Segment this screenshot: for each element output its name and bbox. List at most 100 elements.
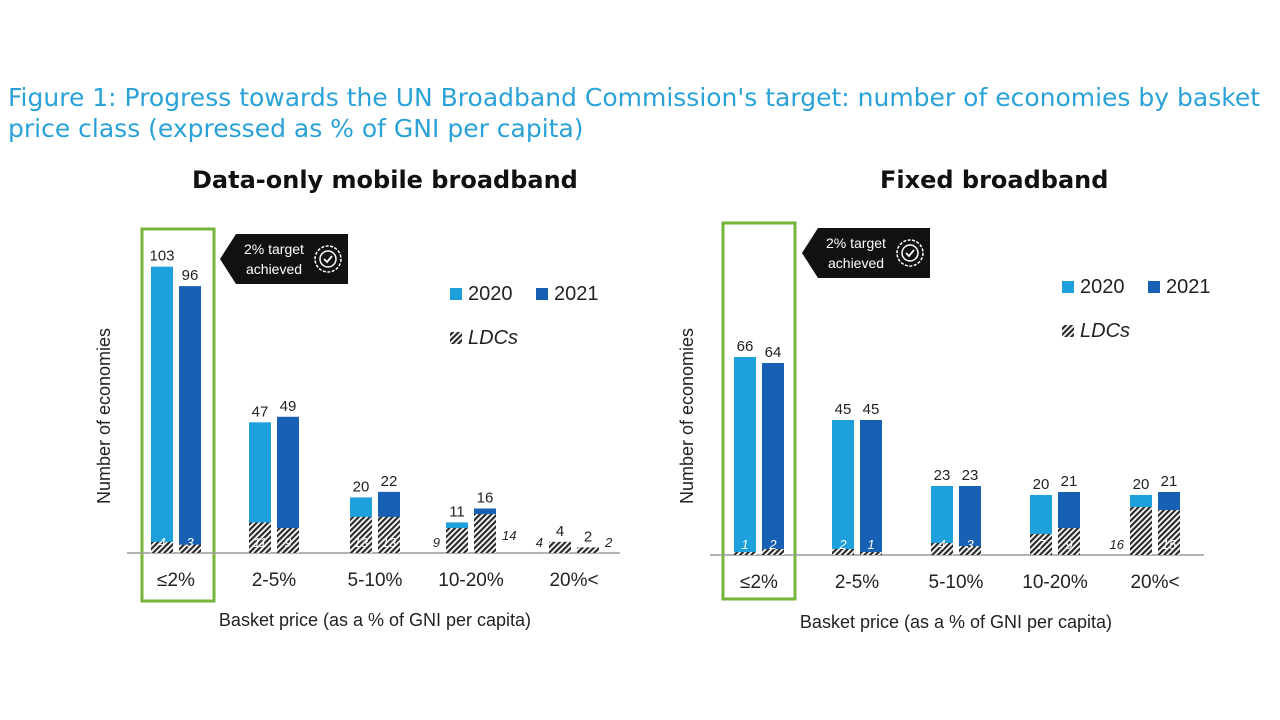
bar-ldc-2020 — [350, 516, 372, 553]
data-label: 103 — [149, 248, 174, 265]
ldc-label: 16 — [1110, 537, 1125, 552]
data-label: 20 — [353, 478, 370, 495]
check-mark-icon — [905, 249, 915, 258]
data-label: 45 — [835, 401, 852, 418]
data-label: 11 — [449, 503, 465, 520]
legend-swatch-ldc — [1062, 325, 1074, 337]
target-badge — [802, 228, 930, 278]
ldc-label: 3 — [966, 537, 974, 552]
bar-ldc-2021 — [860, 552, 882, 555]
data-label: 22 — [381, 473, 398, 490]
ldc-label: 14 — [502, 528, 516, 543]
legend-label-ldc: LDCs — [468, 327, 518, 349]
y-axis-title: Number of economies — [677, 328, 697, 504]
bar-ldc-2020 — [832, 549, 854, 555]
x-tick-label: 20%< — [1130, 572, 1179, 593]
bar-2020 — [832, 420, 854, 555]
data-label: 66 — [737, 338, 754, 355]
x-axis-title: Basket price (as a % of GNI per capita) — [800, 612, 1112, 632]
data-label: 64 — [765, 344, 782, 361]
target-highlight-box — [140, 227, 216, 603]
data-label: 21 — [1061, 473, 1078, 490]
ldc-label: 2 — [768, 537, 777, 552]
bar-ldc-2021 — [179, 544, 201, 553]
bar-ldc-2021 — [762, 549, 784, 555]
legend-swatch-2020 — [450, 288, 462, 300]
legend-label-2020: 2020 — [468, 283, 513, 305]
chart-fixed-broadband: 66 1 64 2 ≤2% 45 2 45 1 2-5% 23 4 23 3 5-10% 20 7 21 9 10-2… — [677, 221, 1211, 632]
data-label: 23 — [962, 467, 979, 484]
legend-swatch-2020 — [1062, 281, 1074, 293]
bar-ldc-2020 — [1030, 534, 1052, 555]
bar-ldc-2021 — [378, 516, 400, 553]
bar-ldc-2020 — [931, 543, 953, 555]
bar-2020 — [734, 357, 756, 555]
legend-label-ldc: LDCs — [1080, 320, 1130, 342]
figure-title: Figure 1: Progress towards the UN Broadb… — [8, 83, 1261, 143]
check-circle-icon — [319, 250, 337, 268]
data-label: 20 — [1033, 476, 1050, 493]
x-tick-label: 10-20% — [438, 570, 504, 591]
data-label: 45 — [863, 401, 880, 418]
x-axis-title: Basket price (as a % of GNI per capita) — [219, 610, 531, 630]
legend-swatch-2021 — [1148, 281, 1160, 293]
badge-text: 2% target — [826, 235, 886, 251]
ldc-label: 15 — [1162, 537, 1177, 552]
badge-text: achieved — [246, 261, 302, 277]
ldc-label: 4 — [158, 535, 165, 550]
check-mark-icon — [323, 255, 333, 264]
check-circle-icon — [901, 244, 919, 262]
ldc-label: 13 — [382, 535, 397, 550]
ldc-label: 1 — [867, 537, 874, 552]
legend-label-2021: 2021 — [554, 283, 599, 305]
chart-panel-fixed: Fixed broadband 66 1 64 2 ≤2% 45 2 45 1 2-5% 23 4 23… — [640, 150, 1260, 650]
bar-ldc-2020 — [151, 541, 173, 553]
data-label: 4 — [556, 523, 564, 540]
x-tick-label: 2-5% — [835, 572, 879, 593]
x-tick-label: 5-10% — [929, 572, 984, 593]
bar-2021 — [179, 286, 201, 553]
ldc-label: 4 — [938, 537, 945, 552]
check-badge-icon — [314, 245, 342, 273]
ldc-label: 4 — [536, 535, 543, 550]
ldc-label: 7 — [1037, 537, 1045, 552]
bar-ldc-2021 — [577, 547, 599, 553]
data-label: 21 — [1161, 473, 1178, 490]
x-tick-label: ≤2% — [157, 570, 195, 591]
bar-ldc-2021 — [1158, 510, 1180, 555]
y-axis-title: Number of economies — [94, 328, 114, 504]
data-label: 49 — [280, 398, 297, 415]
data-label: 20 — [1133, 476, 1150, 493]
bar-2020 — [249, 422, 271, 553]
legend-label-2021: 2021 — [1166, 276, 1211, 298]
bar-2021 — [277, 416, 299, 553]
ldc-label: 9 — [1065, 537, 1072, 552]
ldc-label: 1 — [741, 537, 748, 552]
bar-2021 — [762, 363, 784, 555]
ldc-label: 9 — [284, 535, 291, 550]
bar-2021 — [959, 486, 981, 555]
x-tick-label: 10-20% — [1022, 572, 1088, 593]
bar-ldc-2020 — [734, 552, 756, 555]
chart-panel-mobile: Data-only mobile broadband 103 4 96 3 ≤2% 47 1… — [0, 150, 620, 650]
data-label: 47 — [252, 403, 269, 420]
data-label: 16 — [477, 490, 494, 507]
chart-title: Data-only mobile broadband — [192, 166, 578, 194]
bar-ldc-2020 — [446, 527, 468, 553]
bar-ldc-2020 — [549, 541, 571, 553]
ldc-label: 11 — [253, 535, 267, 550]
bar-ldc-2021 — [277, 527, 299, 553]
data-label: 2 — [584, 528, 592, 545]
ldc-label: 13 — [354, 535, 369, 550]
target-badge — [220, 234, 348, 284]
ldc-label: 2 — [604, 535, 613, 550]
bar-ldc-2020 — [249, 522, 271, 553]
bar-2021 — [860, 420, 882, 555]
bar-2020 — [151, 266, 173, 553]
badge-text: achieved — [828, 255, 884, 271]
chart-mobile-broadband: 103 4 96 3 ≤2% 47 11 49 9 2-5% 20 13 22 13 5-10% 11 9 16 1… — [94, 227, 620, 630]
x-tick-label: ≤2% — [740, 572, 778, 593]
bar-ldc-2021 — [474, 514, 496, 553]
ldc-label: 3 — [186, 535, 194, 550]
check-badge-icon — [896, 239, 924, 267]
